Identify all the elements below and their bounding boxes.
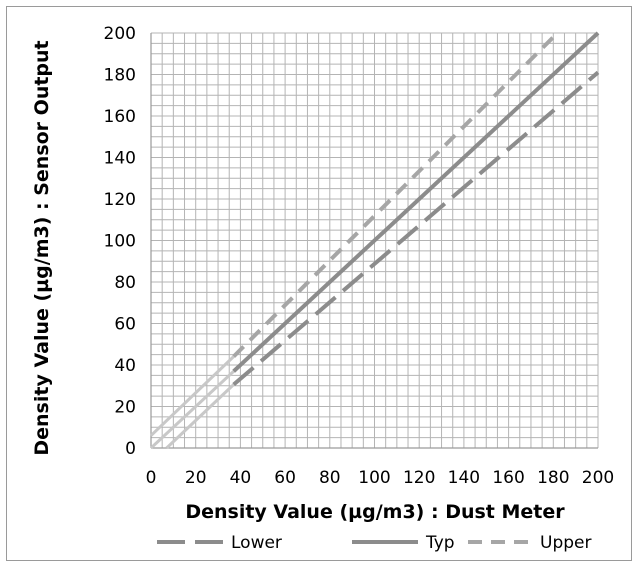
- x-tick-label: 100: [358, 468, 390, 488]
- extension-line-upper: [149, 355, 235, 437]
- legend-label-upper: Upper: [540, 533, 591, 553]
- series-line-upper: [232, 35, 555, 358]
- x-tick-label: 60: [274, 468, 296, 488]
- y-tick-label: 180: [104, 66, 136, 86]
- y-tick-label: 160: [104, 107, 136, 127]
- y-tick-label: 100: [104, 232, 136, 252]
- legend: Lower Typ Upper: [157, 533, 591, 553]
- y-tick-label: 20: [114, 398, 136, 418]
- series-line-lower: [232, 70, 600, 387]
- y-tick-label: 140: [104, 149, 136, 169]
- extension-line-typ: [149, 370, 235, 450]
- x-tick-labels: 0 20 40 60 80 100 120 140 160 180 200: [146, 468, 615, 488]
- x-axis-title: Density Value (µg/m3) : Dust Meter: [185, 501, 565, 523]
- y-tick-label: 80: [114, 273, 136, 293]
- x-tick-label: 20: [185, 468, 207, 488]
- x-tick-label: 120: [403, 468, 435, 488]
- x-tick-label: 180: [537, 468, 569, 488]
- x-tick-label: 0: [146, 468, 157, 488]
- legend-label-typ: Typ: [425, 533, 455, 553]
- grid: [150, 32, 599, 449]
- x-tick-label: 80: [319, 468, 341, 488]
- x-tick-label: 200: [582, 468, 614, 488]
- x-tick-label: 40: [230, 468, 252, 488]
- extension-line-lower: [165, 383, 235, 450]
- x-tick-label: 160: [492, 468, 524, 488]
- y-tick-label: 40: [114, 356, 136, 376]
- series-lines: [232, 31, 600, 387]
- series-extensions: [149, 355, 235, 450]
- series-line-typ: [232, 31, 600, 373]
- y-axis-title: Density Value (µg/m3) : Sensor Output: [31, 40, 53, 455]
- y-tick-label: 60: [114, 315, 136, 335]
- y-tick-labels: 0 20 40 60 80 100 120 140 160 180 200: [104, 24, 136, 459]
- x-tick-label: 140: [448, 468, 480, 488]
- y-tick-label: 200: [104, 24, 136, 44]
- y-tick-label: 0: [125, 439, 136, 459]
- y-tick-label: 120: [104, 190, 136, 210]
- legend-label-lower: Lower: [231, 533, 282, 553]
